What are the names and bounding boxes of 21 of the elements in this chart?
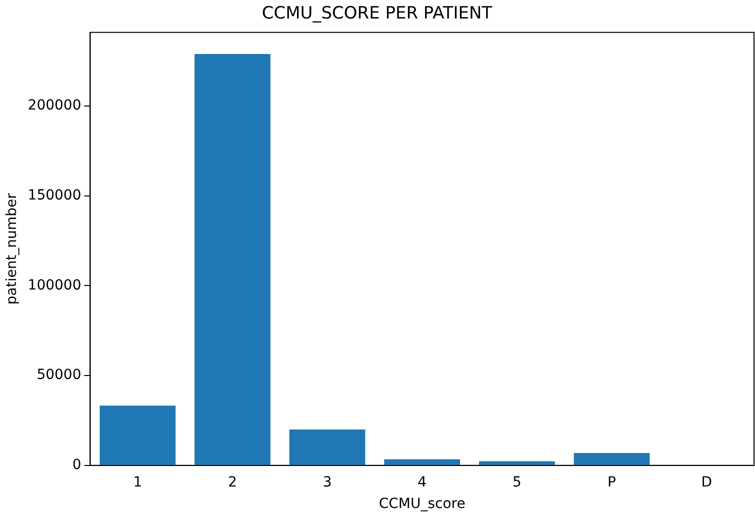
- y-axis-title: patient_number: [4, 192, 20, 305]
- bar: [574, 453, 650, 465]
- x-tick-label: D: [701, 474, 712, 490]
- y-tick-label: 200000: [28, 98, 82, 114]
- x-tick-label: 3: [322, 474, 332, 490]
- x-tick-label: 1: [133, 474, 142, 490]
- x-tick-label: 2: [228, 474, 237, 490]
- chart-title: CCMU_SCORE PER PATIENT: [262, 4, 493, 24]
- y-tick-label: 100000: [28, 277, 82, 294]
- bar: [479, 461, 555, 465]
- bar: [100, 406, 176, 465]
- y-tick-label: 0: [72, 457, 82, 474]
- y-tick-label: 150000: [28, 188, 82, 204]
- bar: [194, 54, 270, 465]
- x-tick-label: P: [608, 474, 616, 490]
- bar: [289, 429, 366, 465]
- x-tick-label: 5: [512, 474, 522, 490]
- x-axis-title: CCMU_score: [378, 496, 466, 512]
- y-tick-label: 50000: [36, 367, 82, 384]
- bar: [384, 459, 460, 465]
- x-tick-label: 4: [418, 474, 427, 490]
